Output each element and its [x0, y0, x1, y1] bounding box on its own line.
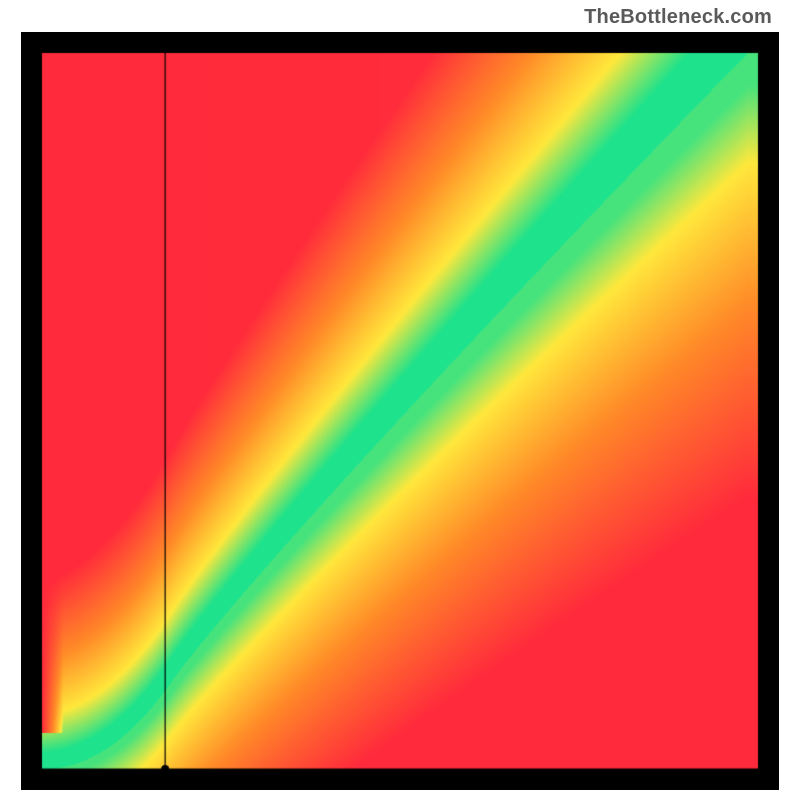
attribution-label: TheBottleneck.com: [584, 6, 772, 29]
bottleneck-heatmap: [21, 32, 779, 790]
chart-container: TheBottleneck.com: [0, 0, 800, 800]
